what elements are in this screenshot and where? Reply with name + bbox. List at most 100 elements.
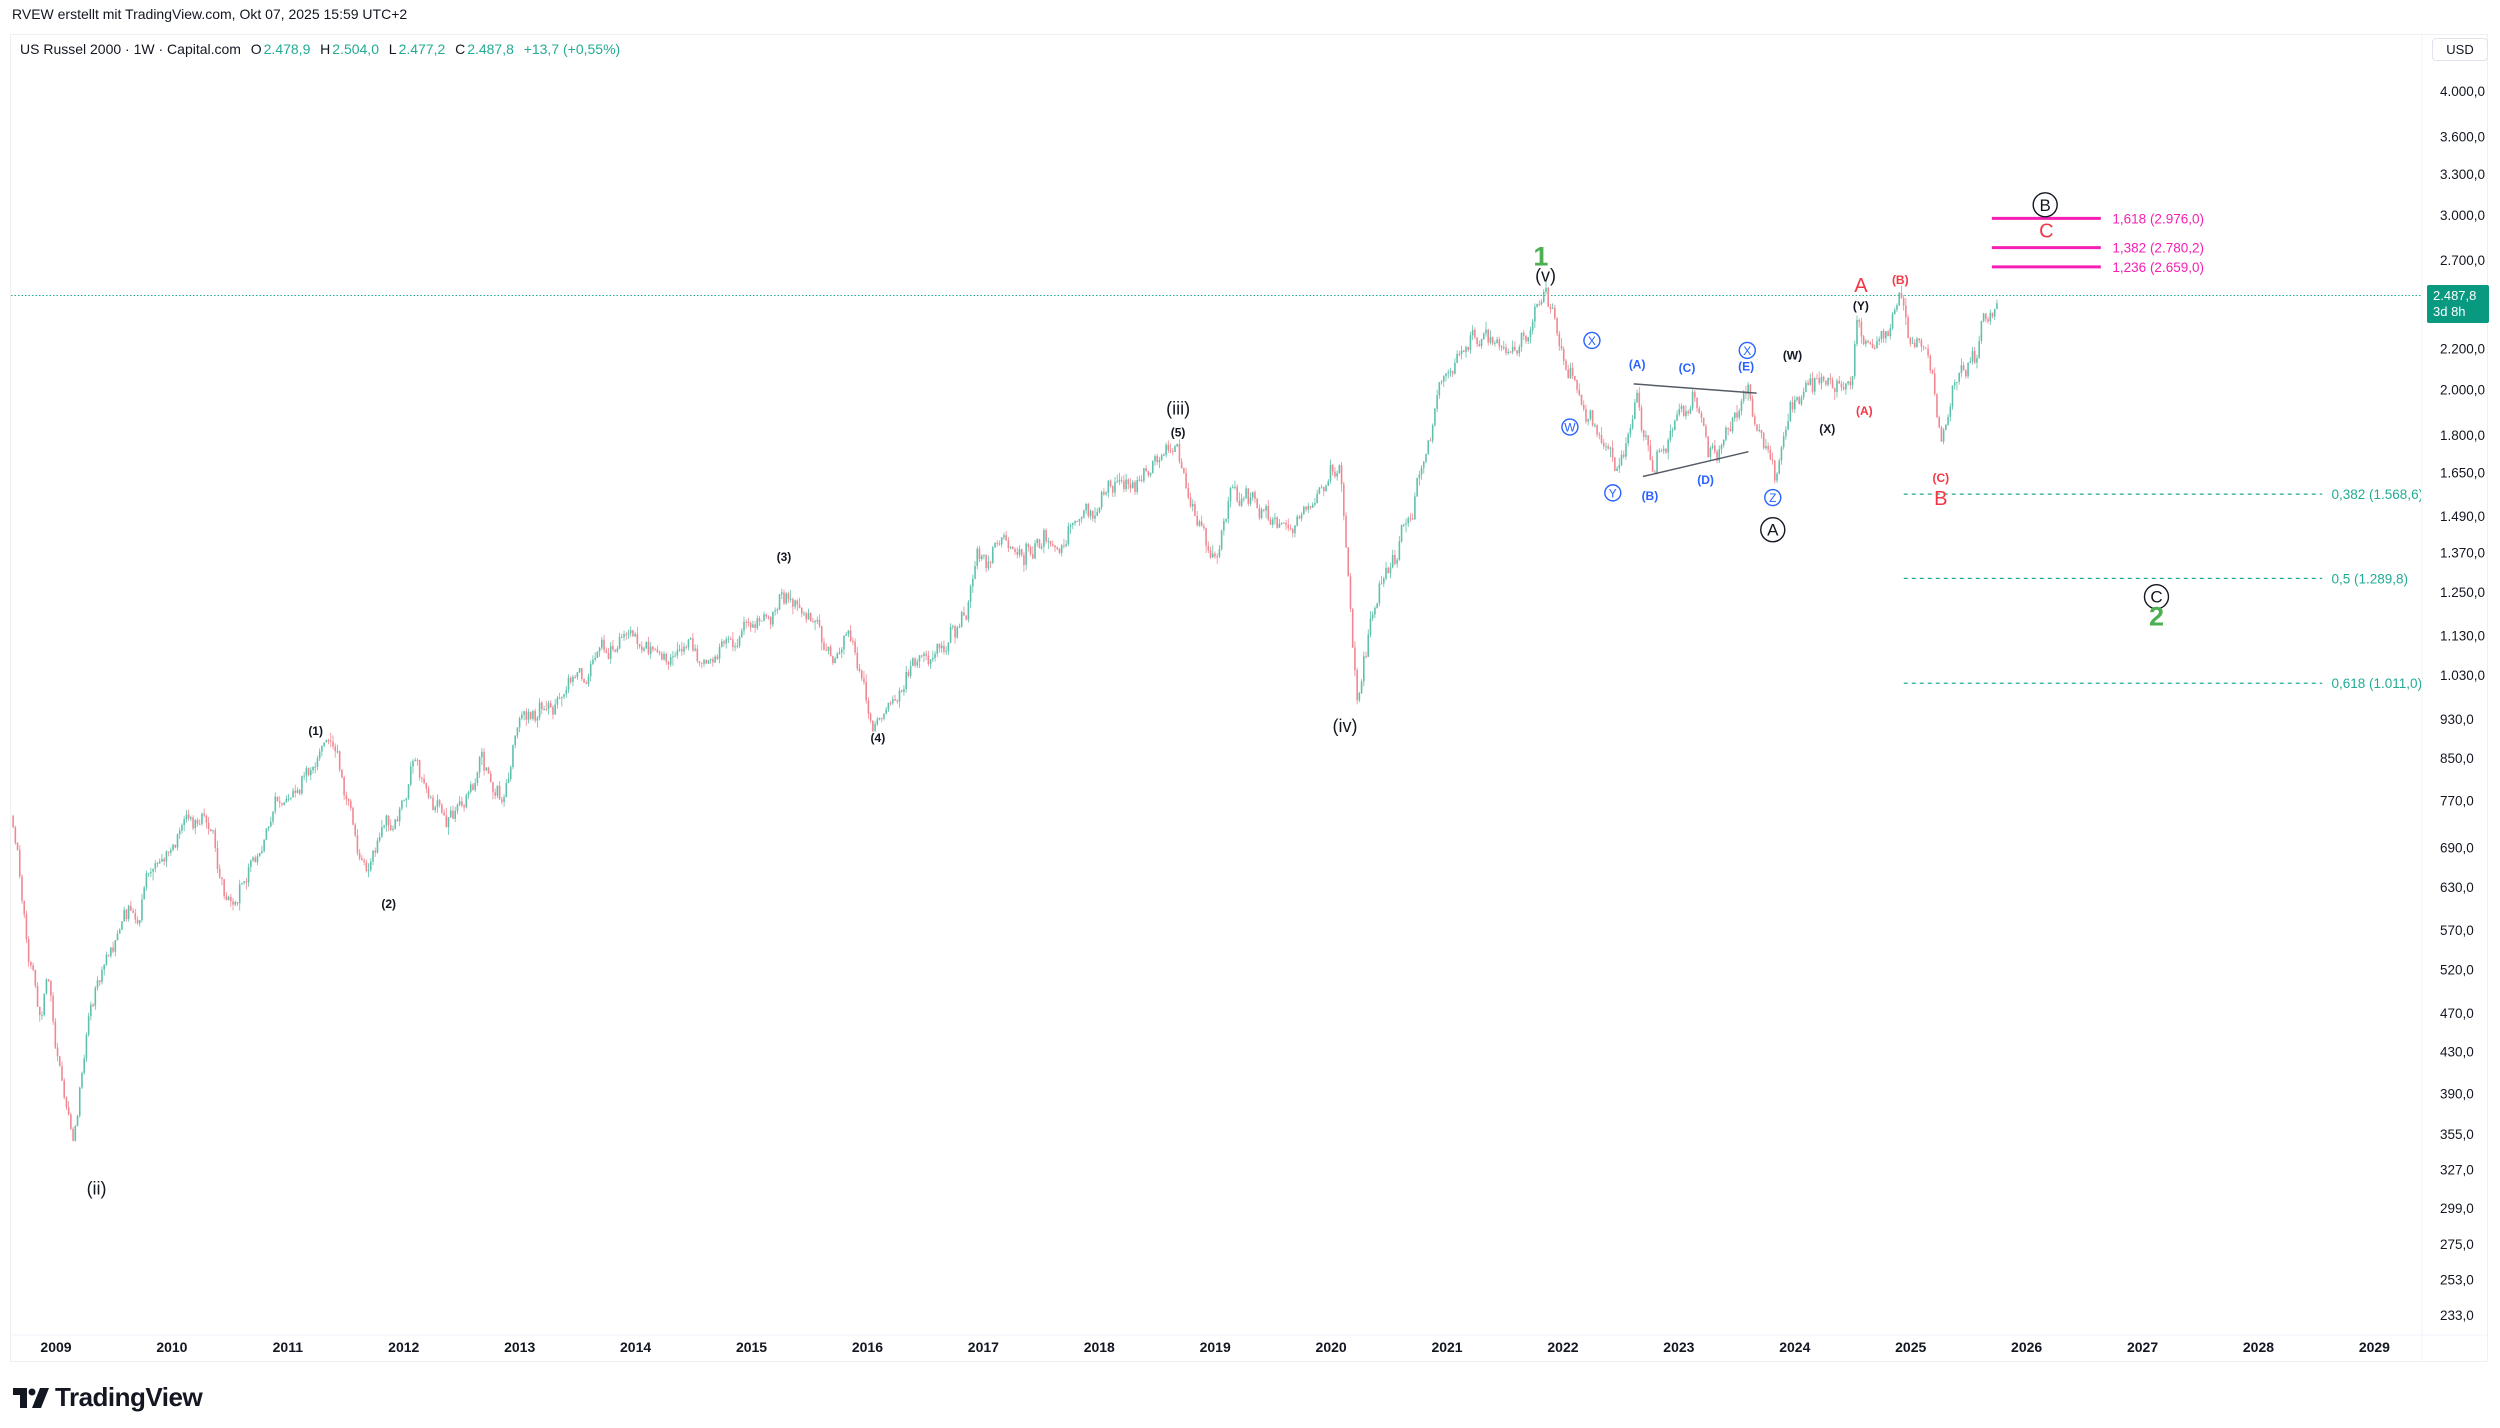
candle-body [1380, 583, 1383, 585]
candle [52, 992, 54, 1025]
candle [587, 673, 590, 687]
candle-body [234, 901, 237, 905]
candle-body [1083, 510, 1085, 518]
candle [152, 868, 154, 881]
symbol-name[interactable]: US Russel 2000 · 1W · Capital.com [20, 41, 241, 57]
candle [1798, 395, 1801, 405]
wave-label: (X) [1819, 422, 1835, 436]
candle-body [1665, 448, 1667, 453]
candle-body [978, 548, 981, 560]
candle [703, 658, 705, 667]
wave-label-circle [1583, 331, 1601, 350]
tradingview-logo[interactable]: TradingView [13, 1382, 203, 1413]
candle-body [703, 659, 705, 664]
candle [290, 797, 292, 801]
candle-body [1729, 429, 1732, 432]
price-tick-label: 390,0 [2440, 1086, 2474, 1101]
candle-body [409, 766, 412, 785]
candle-body [1360, 681, 1363, 694]
candle-body [1183, 468, 1185, 473]
candle [121, 921, 123, 930]
candle [892, 695, 894, 706]
candle [1889, 324, 1892, 340]
candle-body [185, 814, 188, 820]
candle [1251, 491, 1254, 501]
candle-body [518, 718, 521, 728]
candle [1465, 345, 1467, 358]
candle-body [1793, 399, 1796, 410]
candle [170, 847, 172, 856]
candle-body [429, 797, 432, 799]
candle [1576, 379, 1578, 394]
candle [1494, 340, 1496, 347]
candle [30, 961, 32, 969]
candle-body [1687, 411, 1689, 414]
currency-button[interactable]: USD [2432, 38, 2488, 61]
candle-body [1114, 482, 1116, 493]
candle [1862, 335, 1865, 346]
candle-body [1631, 418, 1634, 429]
candle [845, 631, 847, 636]
candle-body [83, 1058, 85, 1073]
candle [527, 708, 530, 724]
candle [287, 794, 290, 802]
candle [72, 1126, 74, 1142]
candle [118, 927, 121, 934]
candle-body [1425, 453, 1427, 462]
candle-body [221, 877, 223, 880]
symbol-legend: US Russel 2000 · 1W · Capital.com O 2.478… [20, 41, 622, 57]
candle [1154, 454, 1156, 466]
candle-body [992, 547, 994, 563]
candle [1616, 466, 1618, 472]
candle [1776, 471, 1778, 483]
time-tick-label: 2019 [1200, 1339, 1231, 1355]
candle-body [1127, 479, 1130, 485]
candle-body [1818, 378, 1821, 384]
candle-body [1154, 456, 1156, 462]
candle [634, 631, 636, 637]
candle-body [1767, 446, 1769, 450]
candle [92, 1002, 94, 1008]
candle-body [556, 697, 559, 705]
candle-body [1049, 541, 1052, 544]
candle-body [1096, 511, 1099, 516]
candle-body [1520, 332, 1523, 348]
candle-body [1138, 479, 1141, 481]
wave-label-text: C [2039, 220, 2053, 242]
candle [327, 738, 330, 745]
candle-body [776, 609, 779, 611]
candle [965, 614, 967, 621]
candle [1258, 504, 1261, 521]
candle [794, 599, 796, 610]
candle-body [760, 620, 763, 622]
candle-body [745, 621, 748, 623]
candle [203, 808, 205, 818]
candle [1294, 525, 1296, 538]
candle [578, 667, 581, 674]
candle [1702, 417, 1705, 427]
candle-body [67, 1107, 70, 1115]
candle [1542, 288, 1545, 303]
candle-body [309, 770, 312, 775]
time-tick-label: 2025 [1895, 1339, 1926, 1355]
candle [1143, 467, 1145, 484]
brand-name: TradingView [55, 1382, 203, 1412]
candle-body [1918, 338, 1920, 341]
candle [1205, 527, 1207, 554]
candle-body [1773, 460, 1776, 481]
wave-label: (D) [1697, 473, 1714, 487]
price-tick-label: 233,0 [2440, 1308, 2474, 1323]
candle [898, 687, 901, 708]
candle-body [105, 954, 108, 965]
candle [1391, 549, 1394, 569]
candle-body [1376, 603, 1378, 608]
candle [1762, 432, 1765, 450]
price-tick-label: 1.130,0 [2440, 628, 2485, 643]
candle [1916, 336, 1918, 348]
candle-body [1616, 468, 1618, 471]
candle [829, 644, 832, 657]
candle [496, 785, 499, 799]
candle-body [1798, 397, 1801, 405]
candle [1816, 373, 1818, 380]
